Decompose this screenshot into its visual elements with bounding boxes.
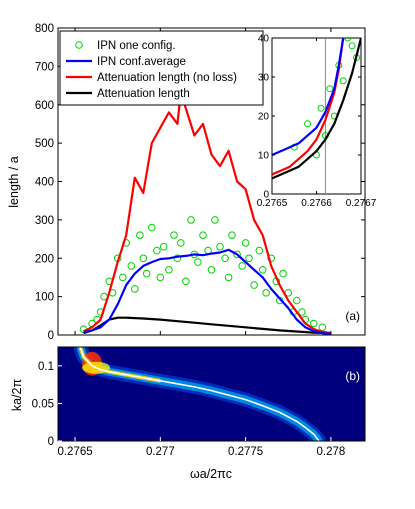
inset-ipn-one-config-point	[317, 104, 325, 112]
panel-a-y-tick-label: 700	[35, 61, 54, 73]
panel-a-ipn-one-config-point	[148, 223, 156, 232]
panel-a-ipn-one-config-point	[194, 258, 202, 266]
panel-a-ipn-one-config-point	[310, 319, 318, 328]
panel-a-ipn-one-config-point	[159, 242, 168, 251]
inset-y-tick-label: 30	[258, 73, 270, 84]
panel-b-x-axis-label: ωa/2πc	[190, 467, 232, 481]
dispersion-curve	[79, 347, 320, 441]
inset-frame	[271, 37, 362, 195]
panel-b-y-tick-label: 0.05	[32, 398, 54, 410]
panel-a-ipn-one-config-point	[224, 273, 233, 282]
legend-label-ipn-one-config: IPN one config.	[97, 40, 176, 52]
inset-ipn-conf-average-line	[272, 38, 345, 157]
panel-a-ipn-one-config-point	[221, 254, 229, 263]
panel-b-y-tick-label: 0	[48, 436, 54, 448]
panel-a-ipn-one-config-point	[119, 273, 127, 282]
panel-b-x-tick-label: 0.2775	[228, 446, 263, 458]
panel-a-ipn-one-config-point	[241, 239, 250, 247]
panel-b-frame	[57, 346, 366, 442]
panel-a-ipn-one-config-point	[182, 277, 190, 286]
inset-y-tick-label: 20	[258, 112, 270, 123]
panel-a-ipn-one-config-point	[127, 262, 136, 270]
inset-plot: 0 10 20 30 40 0.2765 0.2766 0.2767	[257, 34, 377, 210]
panel-b-y-tick-label: 0.1	[38, 361, 54, 373]
panel-a-ipn-one-config-point	[156, 273, 165, 282]
panel-a-attenuation-length-no-loss-line	[83, 92, 332, 335]
panel-a-y-tick-label: 200	[35, 253, 54, 265]
panel-a-y-tick-label: 500	[35, 138, 54, 150]
panel-a-tag: (a)	[345, 309, 360, 323]
panel-b-x-tick-label: 0.278	[316, 446, 345, 458]
panel-a-ipn-one-config-point	[238, 262, 246, 270]
panel-a-ipn-one-config-point	[267, 254, 276, 263]
panel-a-ipn-one-config-point	[153, 246, 161, 255]
panel-a-ipn-one-config-point	[170, 231, 178, 239]
panel-b-y-axis-label: ka/2π	[10, 379, 24, 412]
panel-a-ipn-one-config-point	[250, 281, 258, 289]
inset-x-tick-label: 0.2767	[346, 198, 377, 209]
panel-a-ipn-one-config-point	[187, 216, 195, 224]
panel-a-ipn-one-config-point	[131, 285, 139, 293]
panel-a-ipn-one-config-point	[207, 266, 216, 274]
inset-attenuation-length-line	[272, 38, 361, 180]
legend-swatch-ipn-one-config	[75, 41, 83, 49]
legend-label-ipn-conf-average: IPN conf.average	[97, 56, 186, 68]
legend-label-attenuation-length: Attenuation length	[97, 88, 190, 100]
panel-a-ipn-one-config-point	[165, 266, 173, 274]
panel-a-ipn-one-config-point	[245, 254, 253, 263]
panel-a-y-tick-label: 400	[35, 177, 54, 189]
legend-label-attenuation-length-no-loss: Attenuation length (no loss)	[97, 72, 237, 84]
inset-ipn-one-config-point	[344, 38, 352, 42]
panel-a-y-axis-label: length / a	[7, 156, 21, 207]
panel-a-ipn-one-config-point	[211, 216, 219, 224]
panel-a-y-tick-label: 100	[35, 292, 54, 304]
panel-a-ipn-one-config-point	[199, 231, 207, 239]
panel-b-x-tick-label: 0.277	[146, 446, 175, 458]
inset-x-tick-label: 0.2765	[257, 198, 288, 209]
panel-a-ipn-one-config-point	[216, 242, 224, 251]
panel-a-y-tick-label: 800	[35, 23, 54, 35]
inset-ipn-one-config-point	[348, 42, 356, 50]
inset-x-tick-label: 0.2766	[301, 198, 332, 209]
panel-a-ipn-one-config-point	[228, 231, 236, 239]
panel-a-ipn-one-config-point	[262, 289, 270, 297]
inset-ipn-one-config-point	[339, 77, 347, 85]
panel-a-ipn-one-config-point	[279, 269, 287, 278]
inset-y-tick-label: 10	[258, 151, 270, 162]
panel-b-x-tick-label: 0.2765	[57, 446, 92, 458]
legend-box	[59, 30, 264, 106]
inset-y-tick-label: 0	[263, 190, 269, 201]
panel-a-ipn-one-config-point	[298, 308, 306, 316]
panel-a-y-tick-label: 0	[48, 330, 54, 342]
panel-a-y-tick-label: 300	[35, 215, 54, 227]
inset-y-tick-label: 40	[258, 34, 270, 45]
panel-a-ipn-one-config-point	[177, 239, 185, 247]
legend: IPN one config. IPN conf.average Attenuati…	[59, 30, 264, 106]
panel-a-ipn-one-config-point	[318, 323, 327, 332]
panel-a-ipn-one-config-point	[136, 231, 144, 239]
panel-a-y-tick-label: 600	[35, 100, 54, 112]
panel-b: 0 0.05 0.1 0.2765 0.277 0.2775 0.278 ka/2π ωa…	[10, 346, 366, 481]
panel-a-ipn-one-config-point	[139, 254, 148, 263]
panel-a-ipn-one-config-point	[293, 296, 301, 305]
panel-a-ipn-one-config-point	[255, 246, 264, 255]
panel-a-ipn-conf-average-line	[83, 248, 331, 335]
panel-b-tag: (b)	[345, 369, 360, 383]
panel-a-ipn-one-config-point	[233, 250, 241, 259]
inset-ipn-one-config-point	[304, 120, 312, 128]
panel-a-ipn-one-config-point	[258, 266, 267, 274]
inset-ipn-one-config-point	[326, 85, 334, 93]
panel-a-ipn-one-config-point	[142, 269, 151, 278]
